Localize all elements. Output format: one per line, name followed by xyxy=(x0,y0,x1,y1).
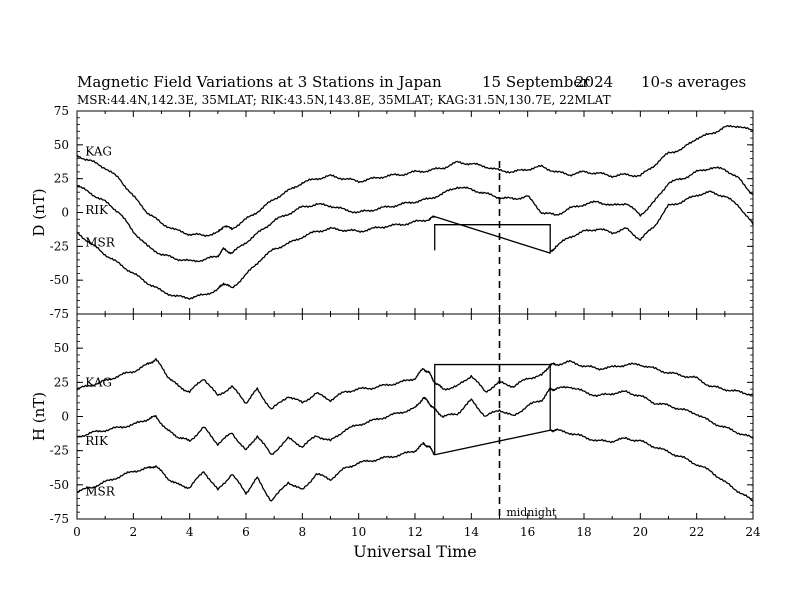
panel-frame xyxy=(76,110,754,315)
x-tick-label: 2 xyxy=(130,525,138,539)
y-axis-label: D (nT) xyxy=(30,188,48,236)
y-tick-label: -75 xyxy=(50,307,69,321)
x-tick-label: 18 xyxy=(576,525,591,539)
x-tick-label: 6 xyxy=(242,525,250,539)
d-component-panel: 75 50 25 0 -25 -50 -75 D (nT) KAG RIK MSR xyxy=(30,104,754,321)
x-tick-label: 10 xyxy=(351,525,366,539)
y-tick-label: 0 xyxy=(61,206,69,220)
x-tick-label: 8 xyxy=(299,525,307,539)
x-tick-label: 20 xyxy=(633,525,648,539)
chart-date: 15 September xyxy=(482,73,590,91)
annotation-rik: RIK xyxy=(85,203,109,217)
chart-title: Magnetic Field Variations at 3 Stations … xyxy=(77,73,442,91)
series-line-kag xyxy=(76,124,754,238)
y-tick-label: 25 xyxy=(54,375,69,389)
y-axis-label: H (nT) xyxy=(30,392,48,441)
y-tick-label: 50 xyxy=(54,341,69,355)
y-tick-label: 0 xyxy=(61,410,69,424)
data-gap-box xyxy=(434,224,551,254)
x-axis-label: Universal Time xyxy=(353,542,476,561)
series-line-rik xyxy=(76,166,754,263)
x-tick-label: 12 xyxy=(407,525,422,539)
series-line-msr xyxy=(76,428,754,502)
y-tick-label: 50 xyxy=(54,138,69,152)
x-tick-label: 4 xyxy=(186,525,194,539)
chart-averaging: 10-s averages xyxy=(641,73,747,91)
x-tick-label: 22 xyxy=(689,525,704,539)
annotation-midnight: midnight xyxy=(506,506,557,519)
y-tick-label: -25 xyxy=(50,239,69,253)
y-tick-label: -50 xyxy=(50,273,69,287)
annotation-msr: MSR xyxy=(85,485,116,499)
series-line-kag xyxy=(76,358,754,410)
y-tick-label: -75 xyxy=(50,512,69,526)
y-tick-label: -25 xyxy=(50,444,69,458)
x-tick-label: 16 xyxy=(520,525,535,539)
series-line-rik xyxy=(76,385,754,455)
chart-year: 2024 xyxy=(575,73,614,91)
annotation-kag: KAG xyxy=(85,145,112,159)
annotation-kag: KAG xyxy=(85,375,112,389)
x-tick-label: 14 xyxy=(464,525,480,539)
y-tick-label: -50 xyxy=(50,478,69,492)
x-tick-label: 24 xyxy=(745,525,761,539)
annotation-msr: MSR xyxy=(85,235,116,249)
annotation-rik: RIK xyxy=(85,434,109,448)
y-tick-label: 75 xyxy=(54,104,69,118)
x-tick-label: 0 xyxy=(73,525,81,539)
stations-line: MSR:44.4N,142.3E, 35MLAT; RIK:43.5N,143.… xyxy=(77,93,611,107)
y-tick-label: 25 xyxy=(54,172,69,186)
panel-frame xyxy=(76,313,754,520)
series-line-msr xyxy=(76,190,754,300)
data-gap-box xyxy=(434,363,551,455)
